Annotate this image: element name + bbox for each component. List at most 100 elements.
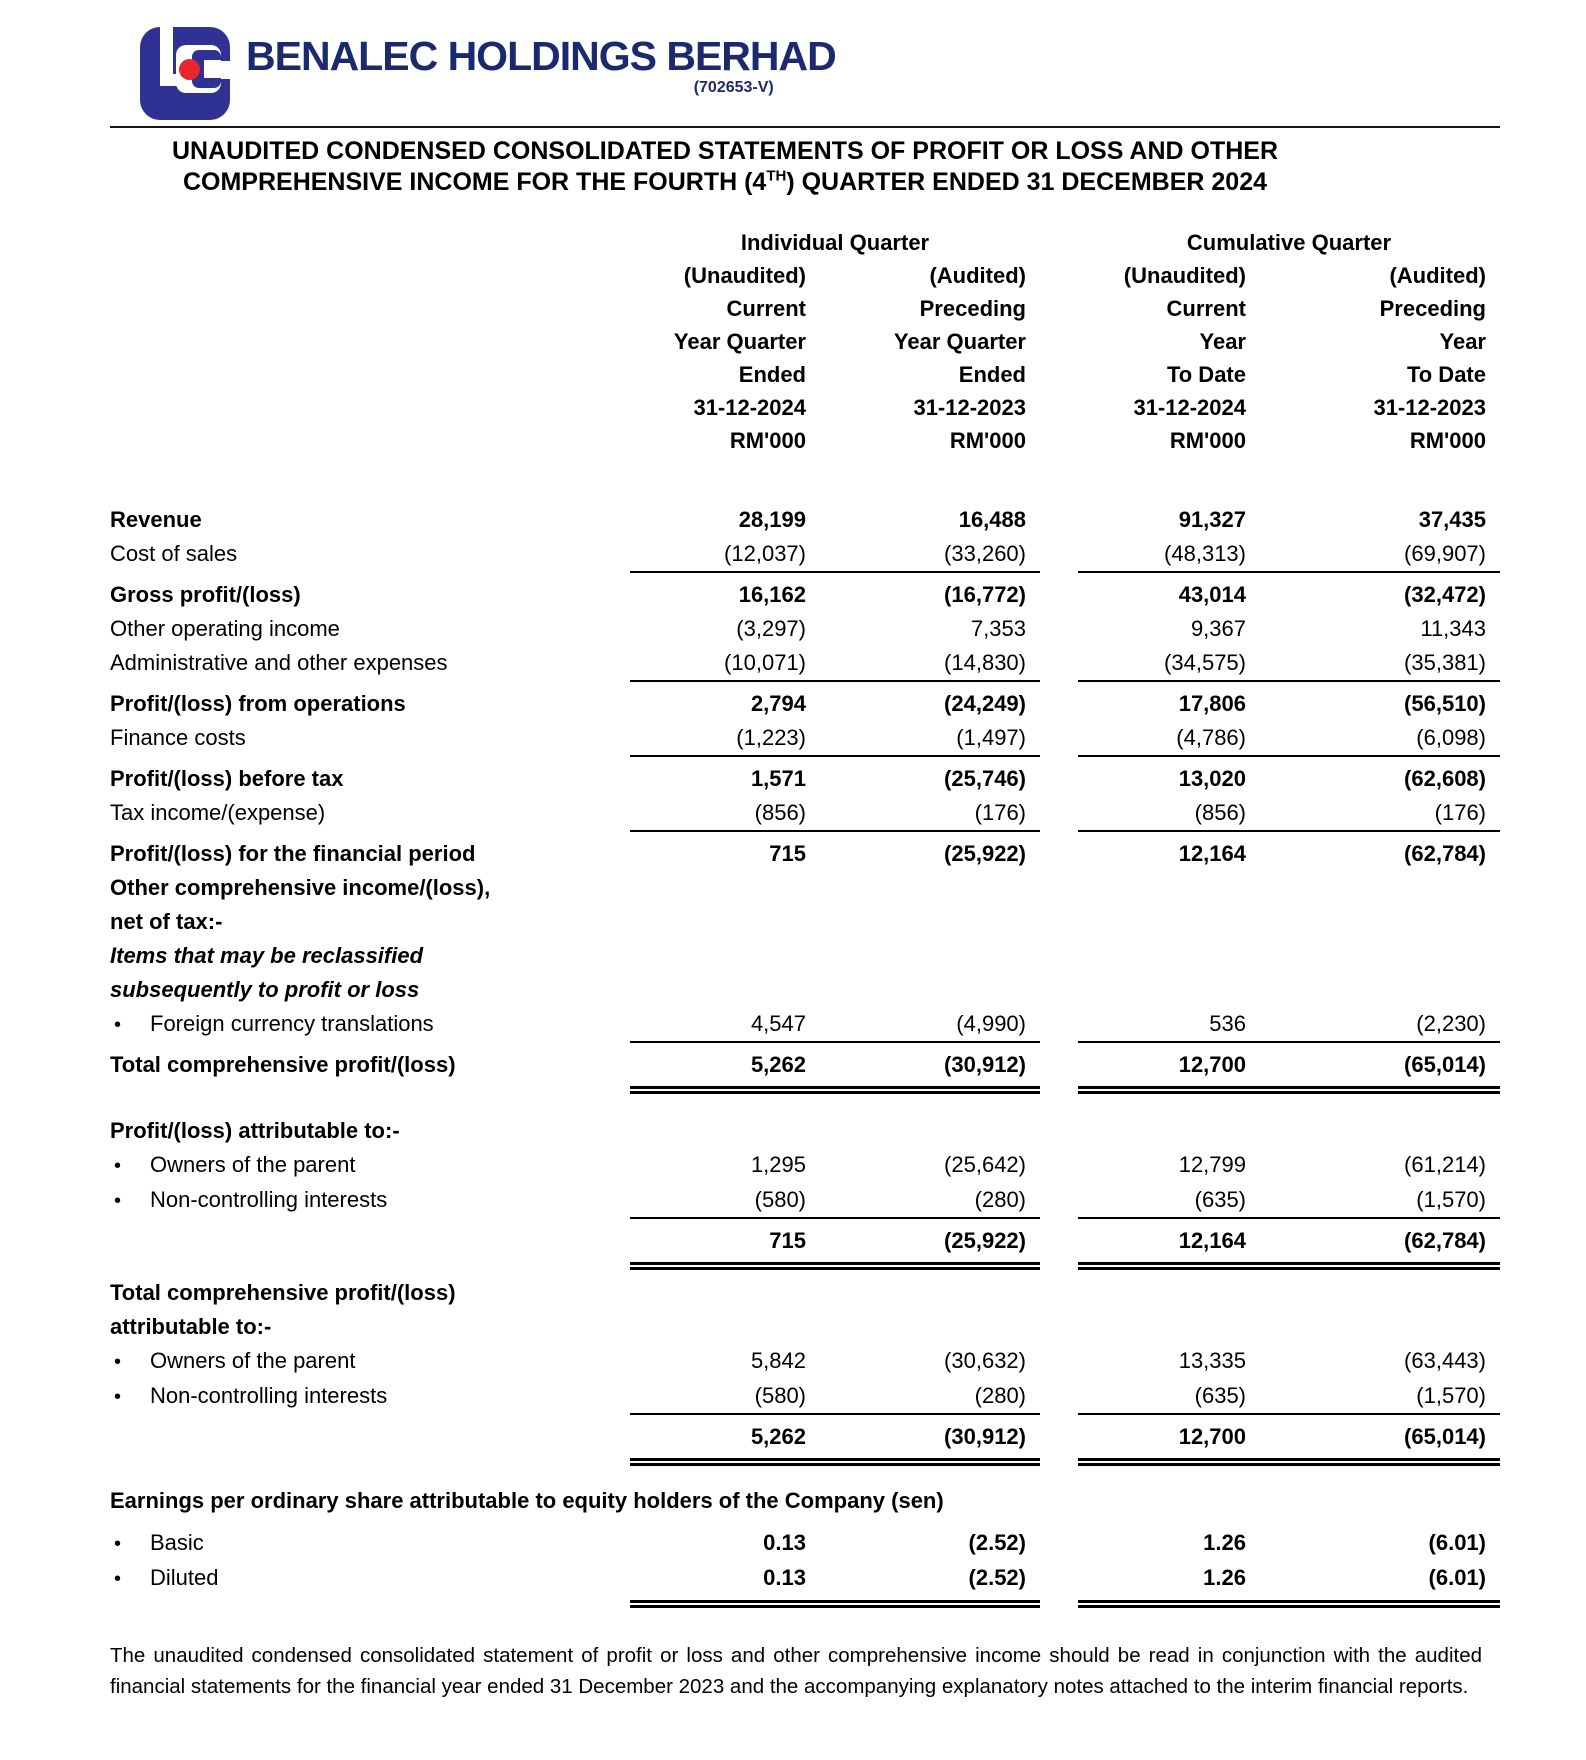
company-registration-number: (702653-V) (693, 79, 774, 96)
row-label: • Non-controlling interests (110, 1183, 630, 1219)
value-cell (1078, 973, 1260, 1007)
table-row: Profit/(loss) for the financial period 71… (110, 837, 1500, 871)
value-cell: 0.13 (763, 1565, 806, 1590)
value-cell: (280) (974, 1383, 1026, 1408)
row-label: Finance costs (110, 725, 246, 750)
value-cell: 13,335 (1178, 1348, 1246, 1373)
value-cell: (12,037) (724, 541, 806, 566)
value-cell: (580) (754, 1187, 806, 1212)
value-cell: (1,223) (736, 725, 806, 750)
column-header-row: 31-12-2024 31-12-2023 31-12-2024 31-12-2023 (110, 391, 1500, 424)
table-row: subsequently to profit or loss (110, 973, 1500, 1007)
footer-note: The unaudited condensed consolidated sta… (110, 1644, 1482, 1698)
value-cell: (69,907) (1404, 541, 1486, 566)
value-cell: (25,922) (944, 841, 1026, 866)
value-cell: (63,443) (1404, 1348, 1486, 1373)
table-row: Profit/(loss) attributable to:- (110, 1114, 1500, 1148)
table-row: Total comprehensive profit/(loss) (110, 1276, 1500, 1310)
value-cell: (635) (1194, 1187, 1246, 1212)
letterhead: BENALEC HOLDINGS BERHAD (702653-V) (110, 12, 1500, 124)
column-header-cell: Preceding (919, 296, 1026, 321)
statement-title: UNAUDITED CONDENSED CONSOLIDATED STATEME… (110, 136, 1340, 198)
value-cell: 7,353 (970, 616, 1026, 641)
column-group-header-cumulative: Cumulative Quarter (1186, 230, 1392, 255)
value-cell (1260, 871, 1500, 905)
row-label: net of tax:- (110, 909, 223, 934)
column-header-cell: (Unaudited) (1123, 263, 1246, 288)
value-cell (630, 871, 820, 905)
row-label: Items that may be reclassified (110, 943, 424, 968)
row-label: Cost of sales (110, 541, 238, 566)
row-label: Tax income/(expense) (110, 800, 326, 825)
logo-red-dot-icon (179, 59, 200, 80)
column-header-cell: Year Quarter (673, 329, 806, 354)
value-cell (1260, 1276, 1500, 1310)
value-cell: 16,162 (738, 582, 806, 607)
value-cell (1078, 905, 1260, 939)
value-cell: (176) (1434, 800, 1486, 825)
value-cell: (10,071) (724, 650, 806, 675)
value-cell: (56,510) (1404, 691, 1486, 716)
column-header-row: (Unaudited) (Audited) (Unaudited) (Audited) (110, 259, 1500, 292)
bullet-icon: • (114, 1190, 122, 1212)
table-row: Other operating income (3,297) 7,353 9,367 1… (110, 612, 1500, 646)
table-row: • Owners of the parent 5,842 (30,632) 13,335… (110, 1344, 1500, 1379)
column-header-cell: 31-12-2024 (693, 395, 806, 420)
column-header-cell: Year (1199, 329, 1247, 354)
table-row: Profit/(loss) from operations 2,794 (24,24… (110, 687, 1500, 721)
logo-c-notch-shape (204, 60, 221, 78)
value-cell: (1,570) (1416, 1383, 1486, 1408)
value-cell: 16,488 (958, 507, 1026, 532)
value-cell (820, 1114, 1040, 1148)
table-row: • Owners of the parent 1,295 (25,642) 12,799… (110, 1148, 1500, 1183)
value-cell: (3,297) (736, 616, 806, 641)
value-cell: 715 (769, 1228, 806, 1253)
bullet-icon: • (114, 1533, 122, 1555)
value-cell: 715 (769, 841, 806, 866)
column-header-cell: RM'000 (1409, 428, 1486, 453)
row-label: • Owners of the parent (110, 1344, 630, 1379)
value-cell (820, 973, 1040, 1007)
title-line-2: COMPREHENSIVE INCOME FOR THE FOURTH (4TH… (182, 167, 1268, 196)
table-row: Revenue 28,199 16,488 91,327 37,435 (110, 503, 1500, 537)
column-header-row: RM'000 RM'000 RM'000 RM'000 (110, 424, 1500, 457)
row-label: • Basic (110, 1526, 630, 1561)
value-cell (630, 1276, 820, 1310)
value-cell: 12,164 (1178, 841, 1246, 866)
value-cell: 5,262 (750, 1424, 806, 1449)
row-label: Profit/(loss) before tax (110, 766, 344, 791)
table-header: Individual Quarter Cumulative Quarter (U… (110, 226, 1500, 457)
value-cell: 43,014 (1178, 582, 1246, 607)
bullet-icon: • (114, 1014, 122, 1036)
value-cell: (65,014) (1404, 1052, 1486, 1077)
row-label: attributable to:- (110, 1314, 272, 1339)
row-label: Profit/(loss) for the financial period (110, 841, 476, 866)
header-divider (110, 126, 1500, 128)
table-row: Profit/(loss) before tax 1,571 (25,746) 13,… (110, 762, 1500, 796)
bullet-icon: • (114, 1351, 122, 1373)
row-label: Other comprehensive income/(loss), (110, 875, 491, 900)
value-cell (1260, 1114, 1500, 1148)
value-cell (820, 905, 1040, 939)
row-label (110, 1420, 630, 1454)
double-sum-rule (110, 1596, 1500, 1608)
value-cell: (33,260) (944, 541, 1026, 566)
value-cell (630, 905, 820, 939)
value-cell: (2.52) (968, 1565, 1026, 1590)
table-body: Revenue 28,199 16,488 91,327 37,435 Cost of s… (110, 503, 1500, 1608)
column-header-cell: (Unaudited) (683, 263, 806, 288)
value-cell: (30,912) (944, 1052, 1026, 1077)
value-cell: 17,806 (1178, 691, 1246, 716)
table-row: 5,262 (30,912) 12,700 (65,014) (110, 1420, 1500, 1454)
value-cell (1260, 973, 1500, 1007)
double-sum-rule (110, 1454, 1500, 1466)
value-cell: (65,014) (1404, 1424, 1486, 1449)
value-cell: (635) (1194, 1383, 1246, 1408)
row-label: subsequently to profit or loss (110, 977, 420, 1002)
value-cell (630, 1310, 820, 1344)
value-cell: 5,842 (750, 1348, 806, 1373)
value-cell (1260, 939, 1500, 973)
value-cell: 12,700 (1178, 1052, 1246, 1077)
value-cell: 11,343 (1420, 616, 1486, 641)
value-cell: (2.52) (968, 1530, 1026, 1555)
